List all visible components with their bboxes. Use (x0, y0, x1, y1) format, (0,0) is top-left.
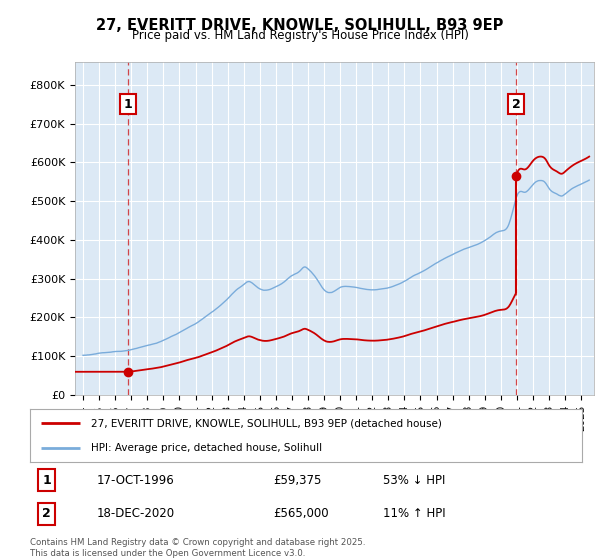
Text: 53% ↓ HPI: 53% ↓ HPI (383, 474, 446, 487)
Text: 27, EVERITT DRIVE, KNOWLE, SOLIHULL, B93 9EP: 27, EVERITT DRIVE, KNOWLE, SOLIHULL, B93… (97, 18, 503, 33)
Text: HPI: Average price, detached house, Solihull: HPI: Average price, detached house, Soli… (91, 442, 322, 452)
Text: 1: 1 (42, 474, 51, 487)
Text: 27, EVERITT DRIVE, KNOWLE, SOLIHULL, B93 9EP (detached house): 27, EVERITT DRIVE, KNOWLE, SOLIHULL, B93… (91, 418, 442, 428)
Text: Price paid vs. HM Land Registry's House Price Index (HPI): Price paid vs. HM Land Registry's House … (131, 29, 469, 42)
Text: 2: 2 (42, 507, 51, 520)
Text: 2: 2 (512, 97, 521, 111)
Text: 17-OCT-1996: 17-OCT-1996 (96, 474, 174, 487)
Text: 1: 1 (124, 97, 132, 111)
Text: Contains HM Land Registry data © Crown copyright and database right 2025.
This d: Contains HM Land Registry data © Crown c… (30, 538, 365, 558)
Text: 18-DEC-2020: 18-DEC-2020 (96, 507, 175, 520)
Text: £59,375: £59,375 (273, 474, 321, 487)
Text: 11% ↑ HPI: 11% ↑ HPI (383, 507, 446, 520)
Text: £565,000: £565,000 (273, 507, 329, 520)
